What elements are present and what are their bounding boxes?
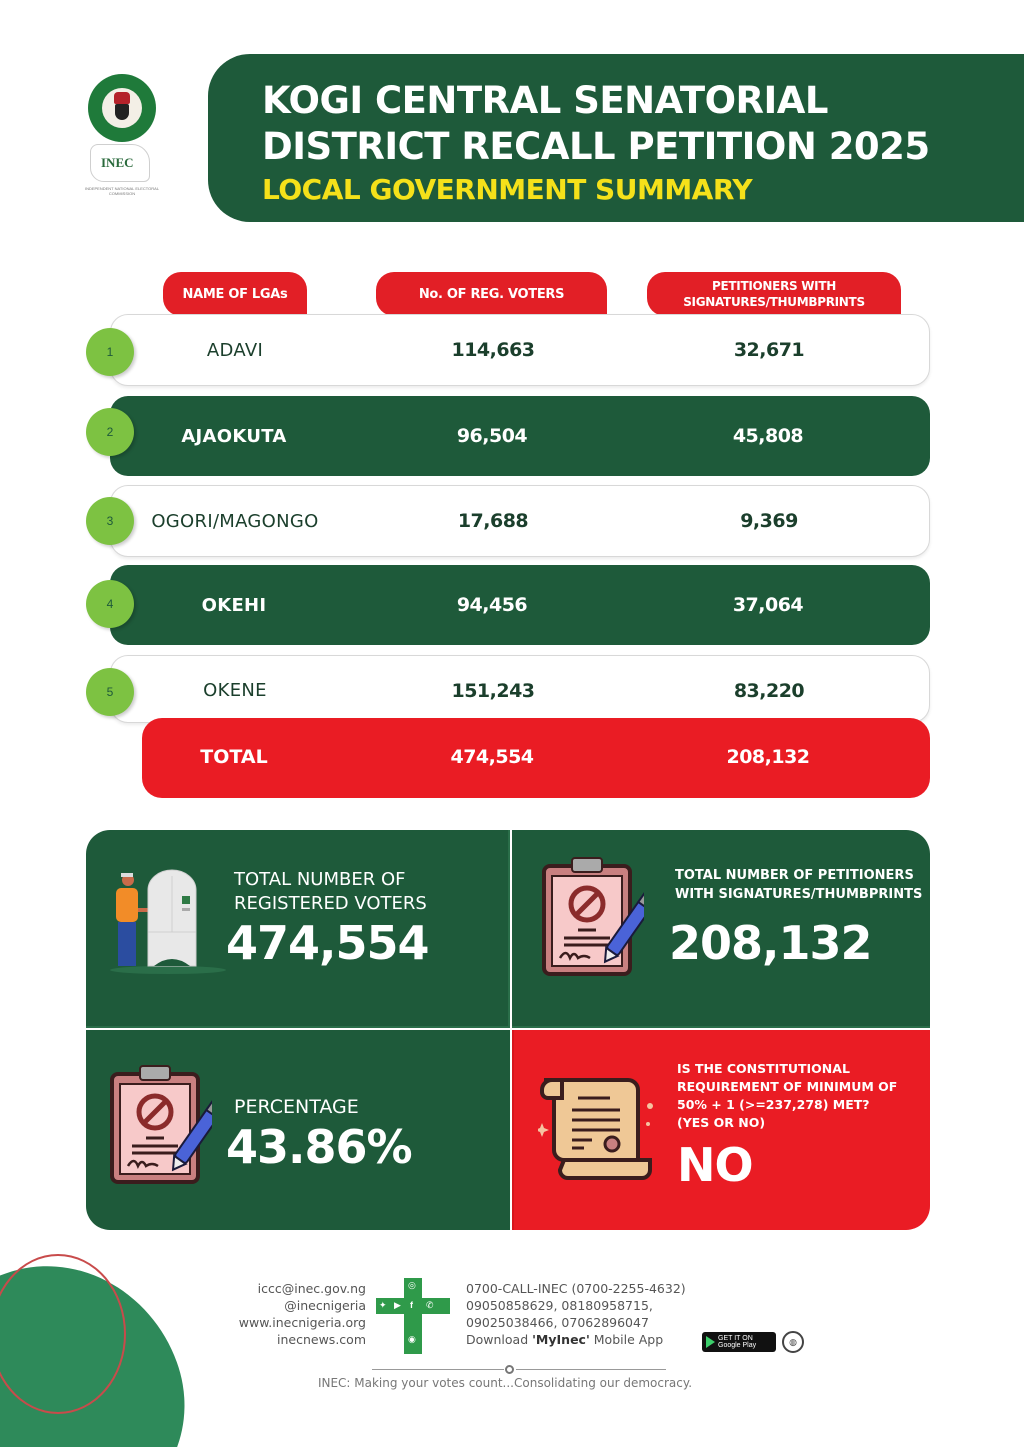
app-store-icon[interactable]: ◍	[782, 1331, 804, 1353]
row-number-badge: 5	[86, 668, 134, 716]
footer-divider	[372, 1369, 504, 1370]
petitioners-count: 37,064	[732, 594, 804, 616]
subtitle: LOCAL GOVERNMENT SUMMARY	[262, 173, 753, 206]
registered-voters-label: TOTAL NUMBER OF REGISTERED VOTERS	[234, 869, 427, 914]
email-link[interactable]: iccc@inec.gov.ng	[257, 1281, 366, 1296]
title-banner: KOGI CENTRAL SENATORIAL DISTRICT RECALL …	[208, 54, 1024, 222]
total-petitioners: 208,132	[726, 746, 810, 768]
percentage-value: 43.86%	[226, 1120, 413, 1174]
news-link[interactable]: inecnews.com	[277, 1332, 366, 1347]
divider-dot	[505, 1365, 514, 1374]
youtube-icon[interactable]: ▶	[394, 1300, 401, 1310]
logo-tagline: INDEPENDENT NATIONAL ELECTORAL COMMISSIO…	[84, 186, 160, 196]
title-line-2: DISTRICT RECALL PETITION 2025	[262, 125, 930, 168]
footer-divider	[516, 1369, 666, 1370]
registered-voters: 151,243	[451, 680, 535, 702]
lga-name: OKENE	[203, 680, 267, 701]
row-number-badge: 4	[86, 580, 134, 628]
column-header-lga: NAME OF LGAs	[163, 272, 307, 316]
summary-grid: TOTAL NUMBER OF REGISTERED VOTERS 474,55…	[86, 830, 930, 1230]
google-play-badge[interactable]: GET IT ON Google Play	[702, 1332, 776, 1352]
registered-voters: 96,504	[456, 425, 528, 447]
clipboard-signature-icon	[542, 857, 644, 976]
registered-voters: 114,663	[451, 339, 535, 361]
social-icons-cross: ◎ ✦ ▶ f ✆ ◉	[376, 1278, 450, 1354]
phone-numbers-2: 09025038466, 07062896047	[466, 1315, 649, 1330]
row-number-badge: 2	[86, 408, 134, 456]
total-registered-voters: 474,554	[450, 746, 534, 768]
inec-logo: INEC INDEPENDENT NATIONAL ELECTORAL COMM…	[84, 74, 160, 210]
voter-ballot-box-icon	[110, 869, 226, 974]
petitioners-label: TOTAL NUMBER OF PETITIONERS WITH SIGNATU…	[675, 868, 923, 902]
table-row: OGORI/MAGONGO 17,688 9,369	[110, 485, 930, 557]
petitioners-count: 83,220	[733, 680, 805, 702]
petitioners-count: 32,671	[733, 339, 805, 361]
table-row: AJAOKUTA 96,504 45,808	[110, 396, 930, 476]
title-line-1: KOGI CENTRAL SENATORIAL	[262, 79, 829, 122]
total-row: TOTAL 474,554 208,132	[142, 718, 930, 798]
table-row: OKENE 151,243 83,220	[110, 655, 930, 723]
twitter-icon[interactable]: ✦	[379, 1300, 387, 1310]
scroll-document-icon	[538, 1078, 653, 1180]
petitioners-count: 45,808	[732, 425, 804, 447]
hotline: 0700-CALL-INEC (0700-2255-4632)	[466, 1281, 686, 1296]
total-label: TOTAL	[200, 746, 268, 768]
whatsapp-icon[interactable]: ◉	[408, 1334, 416, 1344]
percentage-label: PERCENTAGE	[234, 1096, 359, 1118]
website-link[interactable]: www.inecnigeria.org	[238, 1315, 366, 1330]
registered-voters-card: TOTAL NUMBER OF REGISTERED VOTERS 474,55…	[86, 830, 510, 1028]
registered-voters: 94,456	[456, 594, 528, 616]
column-header-voters: No. OF REG. VOTERS	[376, 272, 607, 316]
decorative-red-ring	[0, 1254, 126, 1414]
requirement-answer: NO	[677, 1138, 754, 1192]
facebook-icon[interactable]: f	[410, 1300, 413, 1310]
registered-voters: 17,688	[457, 510, 529, 532]
column-header-petitioners: PETITIONERS WITH SIGNATURES/THUMBPRINTS	[647, 272, 901, 316]
lga-name: OGORI/MAGONGO	[151, 510, 319, 532]
lga-name: AJAOKUTA	[181, 425, 287, 447]
requirement-question: IS THE CONSTITUTIONAL REQUIREMENT OF MIN…	[677, 1061, 898, 1130]
registered-voters-value: 474,554	[226, 916, 430, 970]
lga-name: OKEHI	[201, 594, 267, 616]
coat-of-arms-icon	[88, 74, 156, 142]
footer-contacts-right: 0700-CALL-INEC (0700-2255-4632) 09050858…	[466, 1280, 686, 1348]
row-number-badge: 1	[86, 328, 134, 376]
logo-text: INEC	[101, 155, 134, 170]
row-number-badge: 3	[86, 497, 134, 545]
footer-contacts-left: iccc@inec.gov.ng @inecnigeria www.inecni…	[239, 1280, 366, 1348]
table-row: OKEHI 94,456 37,064	[110, 565, 930, 645]
table-row: ADAVI 114,663 32,671	[110, 314, 930, 386]
nigeria-map-icon: INEC	[90, 144, 150, 182]
download-app-text: Download 'MyInec' Mobile App	[466, 1332, 664, 1347]
phone-icon[interactable]: ✆	[426, 1300, 434, 1310]
petitioners-card: TOTAL NUMBER OF PETITIONERS WITH SIGNATU…	[512, 830, 930, 1028]
social-handle[interactable]: @inecnigeria	[284, 1298, 366, 1313]
petitioners-value: 208,132	[669, 916, 873, 970]
lga-name: ADAVI	[206, 339, 264, 361]
percentage-card: PERCENTAGE 43.86%	[86, 1030, 510, 1230]
footer-slogan: INEC: Making your votes count...Consolid…	[317, 1376, 693, 1390]
clipboard-signature-icon	[110, 1065, 212, 1184]
phone-numbers-1: 09050858629, 08180958715,	[466, 1298, 653, 1313]
petitioners-count: 9,369	[740, 510, 798, 532]
requirement-card: IS THE CONSTITUTIONAL REQUIREMENT OF MIN…	[512, 1030, 930, 1230]
instagram-icon[interactable]: ◎	[408, 1280, 416, 1290]
